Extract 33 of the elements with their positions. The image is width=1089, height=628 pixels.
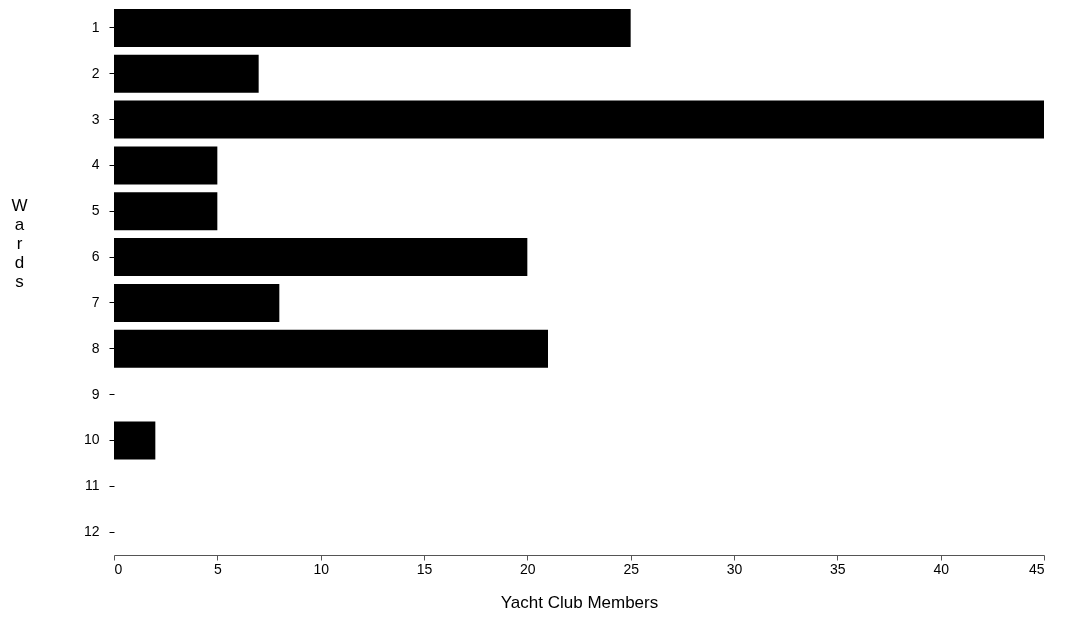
y-tick-label: 1 [91, 18, 100, 35]
bar [114, 238, 528, 277]
x-axis-title: Yacht Club Members [500, 592, 659, 612]
bar [114, 283, 280, 322]
y-axis-title: Wards [11, 195, 28, 291]
y-tick-label: 6 [91, 248, 100, 265]
y-tick-label: 8 [91, 339, 100, 356]
bar [114, 100, 1044, 139]
x-tick-label: 25 [623, 560, 640, 577]
bar [114, 146, 218, 185]
x-tick-label: 20 [520, 560, 536, 577]
y-tick-label: 3 [91, 110, 100, 127]
bar [114, 8, 631, 47]
x-tick-label: 30 [726, 560, 743, 577]
x-tick-label: 45 [1028, 560, 1045, 577]
x-tick-label: 40 [933, 560, 950, 577]
x-tick-label: 0 [114, 560, 123, 577]
y-tick-label: 10 [83, 431, 100, 448]
x-tick-label: 35 [830, 560, 846, 577]
x-tick-label: 5 [213, 560, 222, 577]
y-tick-label: 7 [91, 293, 100, 310]
x-tick-label: 15 [416, 560, 433, 577]
bar [114, 54, 259, 93]
bar [114, 329, 548, 368]
y-tick-label: 12 [83, 523, 100, 540]
y-tick-label: 5 [91, 202, 100, 219]
bar [114, 421, 156, 460]
y-tick-label: 2 [91, 64, 100, 81]
y-tick-label: 4 [91, 156, 100, 173]
y-tick-label: 11 [84, 477, 100, 494]
x-tick-label: 10 [313, 560, 330, 577]
y-tick-label: 9 [91, 385, 100, 402]
bar [114, 192, 218, 231]
